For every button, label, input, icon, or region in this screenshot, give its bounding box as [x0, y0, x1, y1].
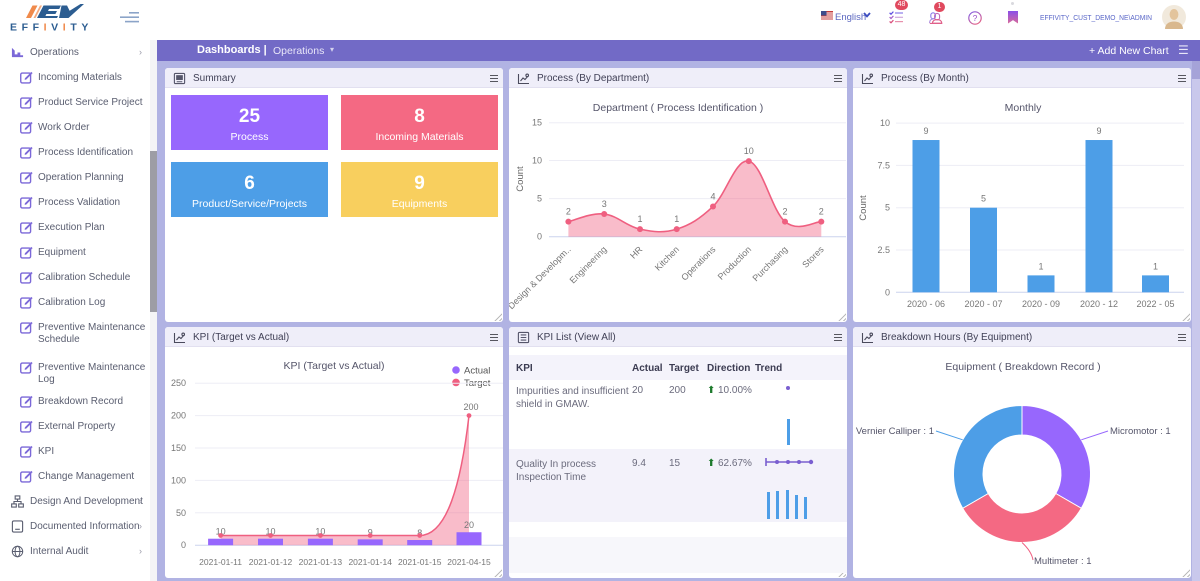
svg-text:5: 5 [885, 203, 890, 213]
svg-text:5: 5 [981, 194, 986, 204]
svg-text:2020 - 12: 2020 - 12 [1080, 299, 1118, 309]
svg-text:2021-01-11: 2021-01-11 [199, 557, 242, 567]
svg-text:2021-01-13: 2021-01-13 [299, 557, 343, 567]
svg-text:2.5: 2.5 [877, 245, 890, 255]
svg-text:150: 150 [171, 443, 186, 453]
svg-text:0: 0 [181, 540, 186, 550]
svg-text:10: 10 [216, 527, 226, 537]
svg-text:4: 4 [710, 191, 715, 201]
svg-text:EFFIVITY: EFFIVITY [10, 22, 93, 34]
svg-text:Count: Count [858, 195, 869, 221]
svg-text:7.5: 7.5 [877, 160, 890, 170]
svg-text:Count: Count [515, 166, 526, 192]
svg-text:0: 0 [885, 287, 890, 297]
svg-text:Purchasing: Purchasing [751, 244, 790, 283]
svg-text:HR: HR [628, 244, 645, 261]
svg-text:50: 50 [176, 508, 186, 518]
svg-text:Multimeter : 1: Multimeter : 1 [1034, 556, 1092, 567]
svg-text:10: 10 [532, 156, 542, 166]
svg-text:10: 10 [315, 527, 325, 537]
svg-text:2021-01-14: 2021-01-14 [348, 557, 392, 567]
svg-text:Operations: Operations [679, 244, 718, 283]
svg-text:Equipment ( Breakdown Record ): Equipment ( Breakdown Record ) [945, 361, 1100, 373]
svg-text:2: 2 [819, 207, 824, 217]
svg-text:100: 100 [171, 475, 186, 485]
svg-text:2022 - 05: 2022 - 05 [1136, 299, 1174, 309]
svg-text:1: 1 [1153, 261, 1158, 271]
svg-text:Production: Production [716, 244, 753, 281]
svg-text:20: 20 [464, 520, 474, 530]
svg-text:KPI (Target vs Actual): KPI (Target vs Actual) [284, 360, 385, 372]
svg-text:1: 1 [1038, 261, 1043, 271]
svg-text:1: 1 [637, 214, 642, 224]
svg-text:2021-01-12: 2021-01-12 [249, 557, 293, 567]
svg-text:Department ( Process Identific: Department ( Process Identification ) [593, 102, 763, 114]
svg-text:3: 3 [602, 199, 607, 209]
svg-text:Vernier Calliper : 1: Vernier Calliper : 1 [856, 426, 934, 437]
svg-text:2020 - 07: 2020 - 07 [964, 299, 1002, 309]
svg-text:10: 10 [880, 118, 890, 128]
svg-text:9: 9 [923, 126, 928, 136]
svg-text:2020 - 06: 2020 - 06 [907, 299, 945, 309]
svg-text:2: 2 [566, 207, 571, 217]
svg-text:Kitchen: Kitchen [653, 244, 681, 272]
svg-text:200: 200 [171, 411, 186, 421]
svg-text:2021-01-15: 2021-01-15 [398, 557, 442, 567]
svg-text:2: 2 [782, 207, 787, 217]
svg-text:10: 10 [265, 527, 275, 537]
svg-text:Design & Developm..: Design & Developm.. [509, 244, 573, 311]
svg-text:Micromotor : 1: Micromotor : 1 [1110, 426, 1171, 437]
svg-text:Actual: Actual [464, 366, 490, 377]
svg-text:2021-04-15: 2021-04-15 [447, 557, 491, 567]
svg-text:250: 250 [171, 378, 186, 388]
svg-text:?: ? [973, 13, 978, 23]
svg-text:9: 9 [1096, 126, 1101, 136]
svg-text:0: 0 [537, 232, 542, 242]
svg-text:8: 8 [417, 528, 422, 538]
svg-text:10: 10 [744, 146, 754, 156]
svg-text:Monthly: Monthly [1005, 102, 1043, 114]
svg-text:5: 5 [537, 194, 542, 204]
svg-text:200: 200 [463, 402, 478, 412]
svg-text:1: 1 [674, 214, 679, 224]
svg-text:9: 9 [368, 527, 373, 537]
svg-text:15: 15 [532, 118, 542, 128]
svg-text:2020 - 09: 2020 - 09 [1022, 299, 1060, 309]
svg-text:Engineering: Engineering [568, 244, 609, 285]
svg-text:Stores: Stores [800, 244, 826, 270]
